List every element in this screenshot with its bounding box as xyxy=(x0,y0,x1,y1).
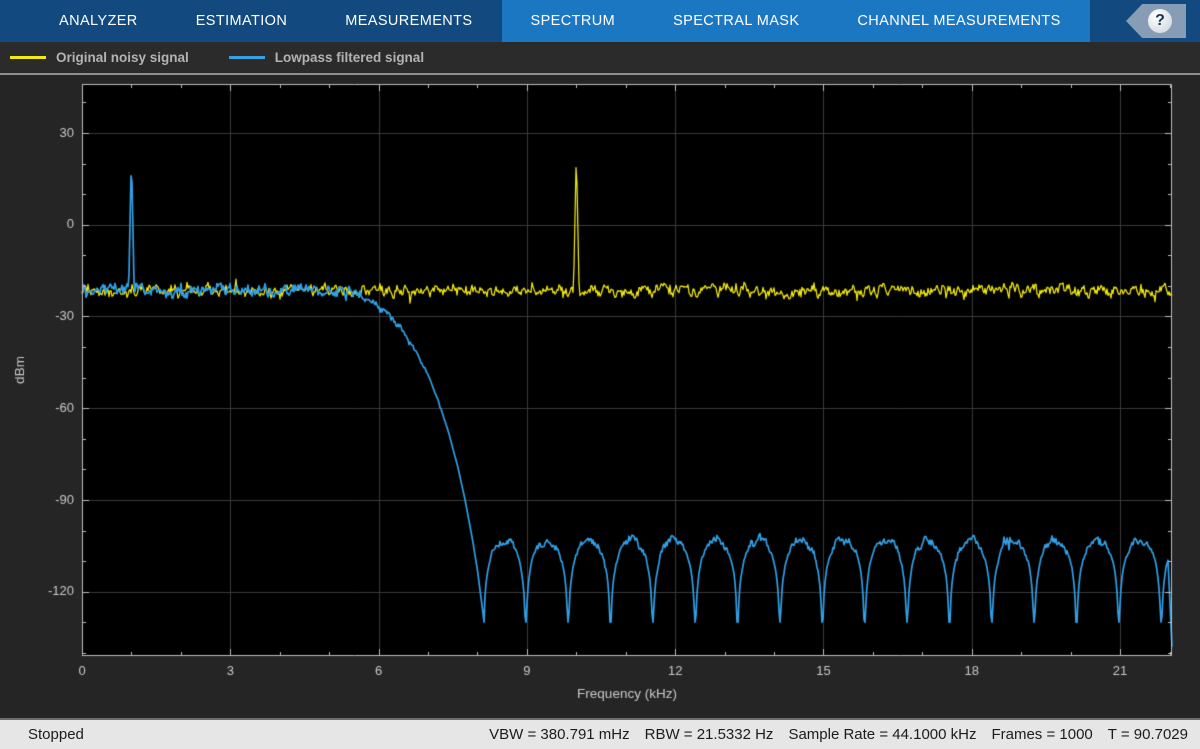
figure-area xyxy=(0,75,1200,718)
status-readout: Frames = 1000 xyxy=(991,726,1093,743)
tab-estimation[interactable]: ESTIMATION xyxy=(195,13,288,29)
status-readout: T = 90.7029 xyxy=(1107,726,1188,743)
tab-measurements[interactable]: MEASUREMENTS xyxy=(345,13,473,29)
legend-line-swatch xyxy=(10,56,46,59)
legend-label: Original noisy signal xyxy=(56,50,189,65)
status-readout: VBW = 380.791 mHz xyxy=(489,726,630,743)
tab-channel-measurements[interactable]: CHANNEL MEASUREMENTS xyxy=(828,0,1090,42)
question-mark-icon: ? xyxy=(1148,9,1172,33)
tab-analyzer[interactable]: ANALYZER xyxy=(59,13,138,29)
run-state-label: Stopped xyxy=(28,726,84,743)
tab-spectral-mask[interactable]: SPECTRAL MASK xyxy=(644,0,829,42)
status-readout: Sample Rate = 44.1000 kHz xyxy=(788,726,977,743)
legend-item[interactable]: Original noisy signal xyxy=(10,50,189,65)
tab-spectrum[interactable]: SPECTRUM xyxy=(501,0,645,42)
status-bar: Stopped VBW = 380.791 mHz RBW = 21.5332 H… xyxy=(0,718,1200,749)
legend-line-swatch xyxy=(228,56,265,59)
legend-item[interactable]: Lowpass filtered signal xyxy=(228,50,425,65)
spectrum-plot[interactable] xyxy=(0,75,1200,718)
measurement-readouts: VBW = 380.791 mHz RBW = 21.5332 Hz Sample … xyxy=(474,726,1200,743)
toolstrip-tab-bar: ANALYZER ESTIMATION MEASUREMENTS SPECTRUM SP… xyxy=(0,0,1200,42)
legend-label: Lowpass filtered signal xyxy=(274,50,425,65)
legend-bar: Original noisy signal Lowpass filtered si… xyxy=(0,42,1200,75)
status-readout: RBW = 21.5332 Hz xyxy=(644,726,774,743)
